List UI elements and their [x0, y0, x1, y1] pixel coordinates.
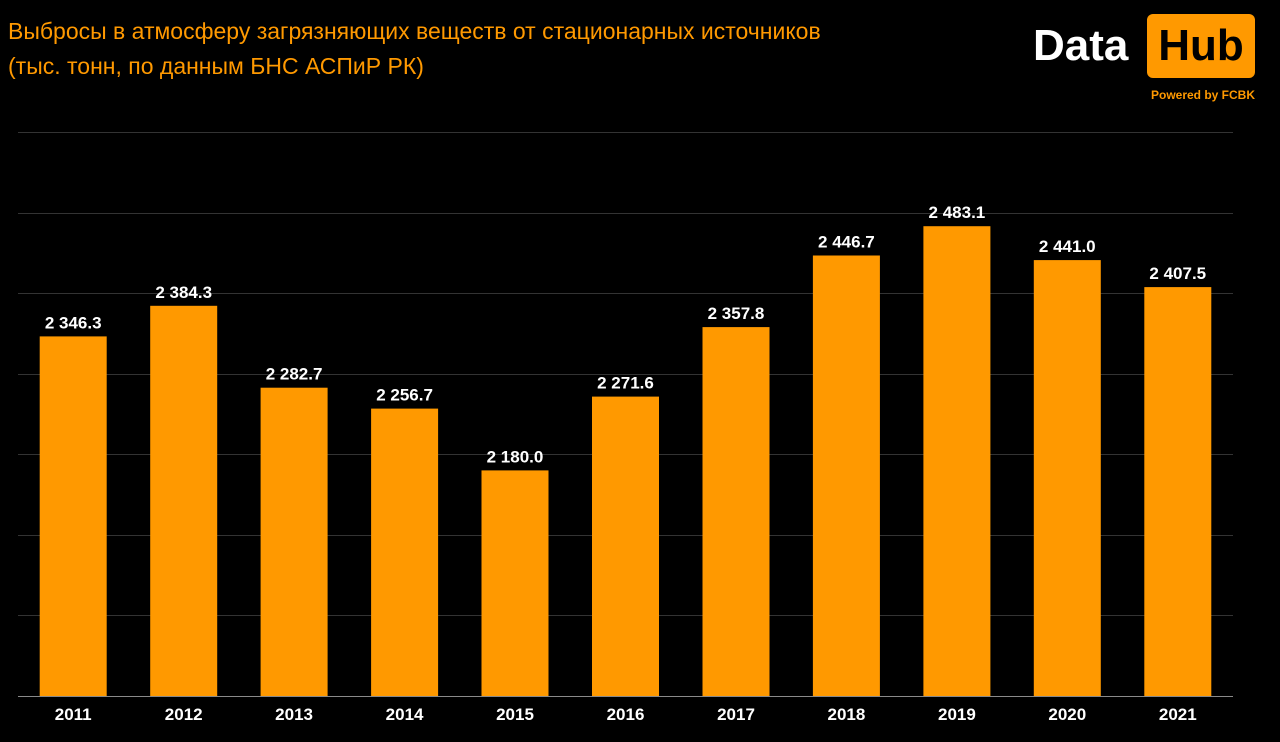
bar [371, 408, 439, 696]
bar [150, 305, 218, 696]
data-label: 2 282.7 [266, 365, 323, 384]
data-label: 2 346.3 [45, 313, 102, 332]
bar [1144, 287, 1212, 696]
x-tick-label: 2013 [275, 705, 313, 724]
data-label: 2 407.5 [1149, 264, 1206, 283]
data-label: 2 256.7 [376, 386, 433, 405]
logo-word-data: Data [1033, 21, 1129, 70]
data-label: 2 384.3 [155, 283, 212, 302]
x-tick-label: 2016 [607, 705, 645, 724]
x-tick-label: 2018 [827, 705, 865, 724]
data-label: 2 446.7 [818, 233, 875, 252]
data-label: 2 180.0 [487, 447, 544, 466]
bar [1033, 260, 1101, 696]
data-label: 2 357.8 [708, 304, 765, 323]
datahub-logo: Data Hub Powered by FCBK [1030, 14, 1258, 104]
bar [592, 396, 659, 696]
chart-title: Выбросы в атмосферу загрязняющих веществ… [8, 14, 821, 84]
bar [702, 327, 770, 696]
x-tick-label: 2011 [55, 705, 92, 724]
logo-word-hub: Hub [1147, 14, 1255, 78]
bar [481, 470, 549, 696]
logo-powered-by: Powered by FCBK [1150, 88, 1255, 102]
data-label: 2 271.6 [597, 374, 654, 393]
x-tick-label: 2017 [717, 705, 755, 724]
bar [812, 255, 880, 696]
x-tick-label: 2012 [165, 705, 203, 724]
title-line-1: Выбросы в атмосферу загрязняющих веществ… [8, 18, 821, 44]
x-tick-label: 2015 [496, 705, 534, 724]
title-line-2: (тыс. тонн, по данным БНС АСПиР РК) [8, 53, 424, 79]
bar [923, 226, 991, 696]
x-tick-label: 2019 [938, 705, 976, 724]
x-tick-label: 2014 [386, 705, 424, 724]
bar [39, 336, 107, 696]
x-tick-label: 2021 [1159, 705, 1197, 724]
bar [260, 387, 328, 696]
data-label: 2 483.1 [929, 203, 986, 222]
x-tick-label: 2020 [1048, 705, 1086, 724]
data-label: 2 441.0 [1039, 237, 1096, 256]
